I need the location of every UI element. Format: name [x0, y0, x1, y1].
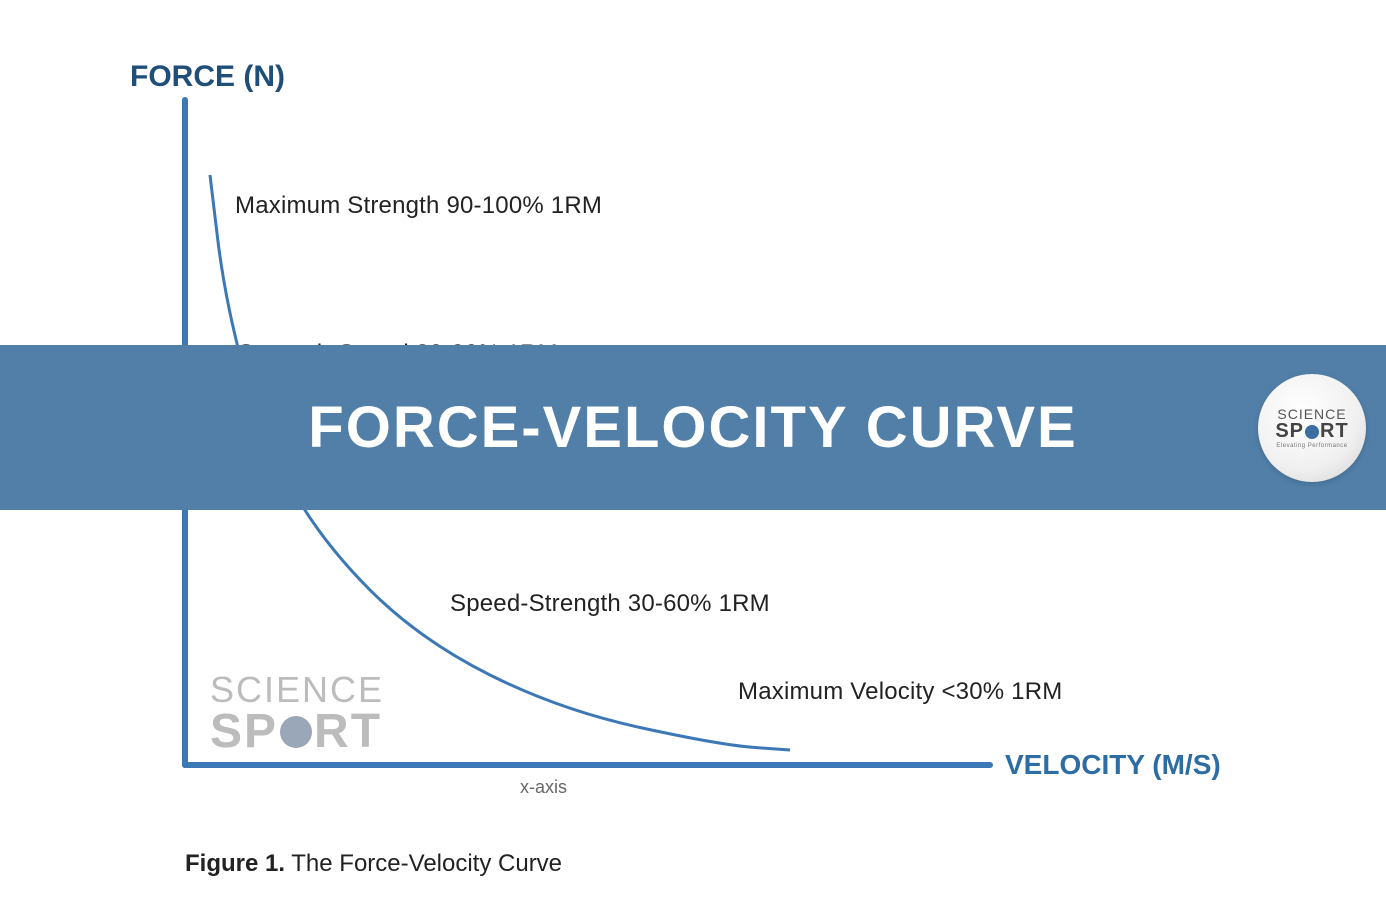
- watermark-line1: SCIENCE: [210, 672, 384, 708]
- caption-prefix: Figure 1.: [185, 850, 285, 877]
- logo-rt: RT: [1320, 421, 1349, 441]
- logo-line1: SCIENCE: [1277, 407, 1346, 421]
- banner-title: FORCE-VELOCITY CURVE: [0, 394, 1386, 461]
- logo-sp: SP: [1275, 421, 1304, 441]
- logo-line2: SP RT: [1275, 421, 1348, 441]
- zone-label-3: Speed-Strength 30-60% 1RM: [450, 590, 770, 618]
- logo-line3: Elevating Performance: [1276, 443, 1347, 449]
- x-axis-sublabel: x-axis: [520, 777, 567, 798]
- globe-icon: [280, 716, 312, 748]
- x-axis-label: VELOCITY (M/S): [1005, 749, 1221, 781]
- zone-label-4: Maximum Velocity <30% 1RM: [738, 678, 1062, 706]
- watermark-sp: SP: [210, 708, 278, 756]
- logo-badge: SCIENCE SP RT Elevating Performance: [1258, 374, 1366, 482]
- watermark-line2: SP RT: [210, 708, 384, 756]
- y-axis-label: FORCE (N): [130, 60, 285, 94]
- figure-caption: Figure 1. The Force-Velocity Curve: [185, 850, 562, 878]
- title-banner: FORCE-VELOCITY CURVE: [0, 345, 1386, 510]
- force-velocity-chart: FORCE (N) VELOCITY (M/S) y-axis x-axis S…: [0, 0, 1386, 924]
- zone-label-0: Maximum Strength 90-100% 1RM: [235, 192, 602, 220]
- caption-text: The Force-Velocity Curve: [285, 850, 562, 877]
- watermark-rt: RT: [314, 708, 382, 756]
- watermark-logo: SCIENCE SP RT: [210, 672, 384, 756]
- globe-icon: [1305, 425, 1319, 439]
